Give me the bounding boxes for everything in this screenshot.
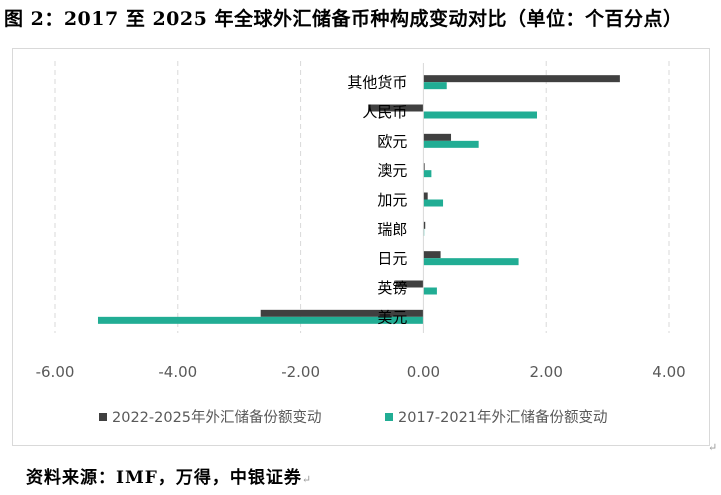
bar-teal-4: [423, 199, 444, 207]
bar-teal-7: [423, 287, 437, 295]
bar-dark-3: [423, 163, 425, 171]
category-label-5: 瑞郎: [377, 220, 407, 238]
bar-dark-6: [423, 251, 441, 259]
legend-label-teal: 2017-2021年外汇储备份额变动: [398, 409, 608, 426]
bar-teal-6: [423, 258, 519, 266]
category-label-3: 澳元: [377, 162, 407, 180]
category-label-7: 英镑: [377, 279, 407, 297]
bar-teal-3: [423, 170, 432, 178]
source-text: 资料来源：IMF，万得，中银证券: [26, 468, 302, 488]
category-label-6: 日元: [377, 250, 407, 268]
x-tick-label-0: -6.00: [36, 363, 75, 381]
legend-swatch-teal: [385, 413, 393, 421]
bar-teal-2: [423, 140, 479, 148]
x-tick-label-4: 2.00: [529, 363, 562, 381]
chart-frame: 其他货币人民币欧元澳元加元瑞郎日元英镑美元 -6.00 -4.00 -2.00 0.00…: [12, 48, 710, 446]
bar-dark-2: [423, 133, 452, 141]
bar-teal-8: [97, 316, 424, 324]
x-tick-label-5: 4.00: [652, 363, 685, 381]
bar-dark-1: [368, 104, 424, 112]
source-note: 资料来源：IMF，万得，中银证券↵: [26, 463, 312, 488]
category-label-4: 加元: [377, 191, 407, 209]
figure-title: 图 2：2017 至 2025 年全球外汇储备币种构成变动对比（单位：个百分点）: [4, 8, 683, 30]
legend-label-dark: 2022-2025年外汇储备份额变动: [112, 409, 322, 426]
paragraph-mark: ↵: [708, 441, 718, 454]
bar-teal-1: [423, 111, 537, 119]
legend-swatch-dark: [99, 413, 107, 421]
category-label-0: 其他货币: [347, 74, 407, 92]
category-label-8: 美元: [377, 308, 407, 326]
x-tick-label-3: 0.00: [407, 363, 440, 381]
bar-teal-0: [423, 82, 447, 90]
bar-dark-8: [260, 309, 424, 317]
category-label-2: 欧元: [377, 132, 407, 150]
category-label-1: 人民币: [362, 103, 407, 121]
x-tick-label-2: -2.00: [281, 363, 320, 381]
bar-dark-0: [423, 75, 620, 83]
bar-dark-7: [395, 280, 424, 288]
bar-dark-4: [423, 192, 428, 200]
bar-dark-5: [423, 221, 426, 229]
paragraph-mark: ↵: [301, 473, 313, 486]
x-tick-label-1: -4.00: [158, 363, 197, 381]
